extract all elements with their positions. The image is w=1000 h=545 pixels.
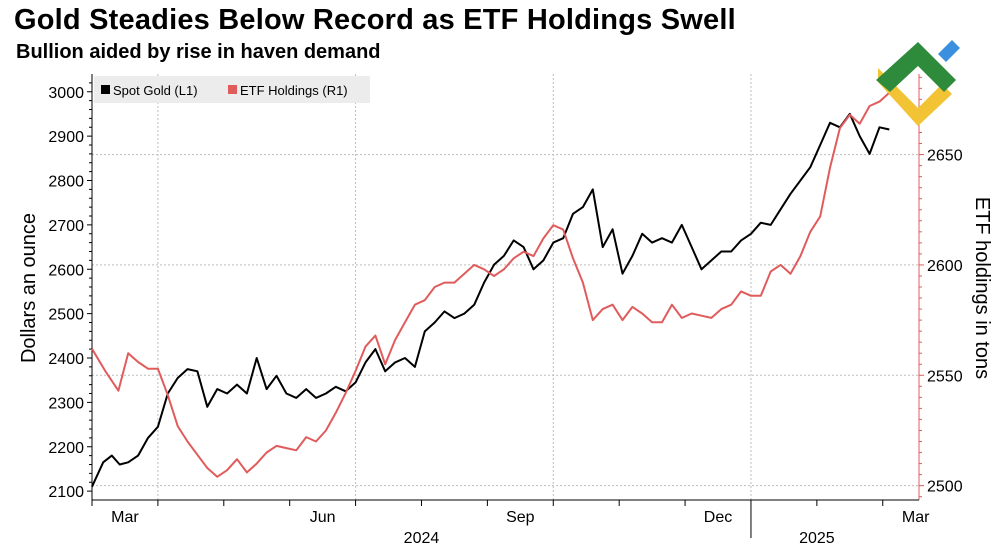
x-axis-month-label: Mar bbox=[902, 509, 930, 526]
x-axis-month-label: Jun bbox=[310, 509, 336, 526]
x-axis-year-label: 2024 bbox=[404, 530, 440, 545]
left-axis-tick-label: 2500 bbox=[48, 307, 84, 324]
x-axis-month-label: Mar bbox=[111, 509, 139, 526]
legend-label-spot-gold: Spot Gold (L1) bbox=[113, 83, 198, 98]
left-axis-tick-label: 2100 bbox=[48, 484, 84, 501]
x-axis-month-label: Dec bbox=[704, 509, 732, 526]
axes bbox=[91, 74, 920, 501]
gridlines bbox=[92, 74, 919, 500]
legend-swatch-spot-gold bbox=[101, 85, 110, 94]
x-axis-month-label: Sep bbox=[506, 509, 535, 526]
right-axis-tick-label: 2650 bbox=[927, 148, 963, 165]
brand-logo-icon bbox=[876, 40, 960, 126]
left-axis-tick-label: 2700 bbox=[48, 218, 84, 235]
chart-title: Gold Steadies Below Record as ETF Holdin… bbox=[14, 4, 736, 36]
legend-swatch-etf-holdings bbox=[228, 85, 237, 94]
right-axis-tick-label: 2550 bbox=[927, 368, 963, 385]
left-axis-tick-label: 2900 bbox=[48, 129, 84, 146]
series-lines bbox=[91, 92, 890, 488]
left-axis-tick-label: 3000 bbox=[48, 85, 84, 102]
left-axis-tick-label: 2400 bbox=[48, 351, 84, 368]
x-axis-year-label: 2025 bbox=[799, 530, 835, 545]
left-axis-tick-label: 2300 bbox=[48, 395, 84, 412]
left-axis-tick-label: 2600 bbox=[48, 262, 84, 279]
tick-labels: 2100 2200 2300 2400 2500 2600 2700 2800 2900 3000… bbox=[48, 76, 963, 545]
left-axis-tick-label: 2200 bbox=[48, 440, 84, 457]
legend-label-etf-holdings: ETF Holdings (R1) bbox=[240, 83, 348, 98]
right-axis-tick-label: 2500 bbox=[927, 479, 963, 496]
chart-subtitle: Bullion aided by rise in haven demand bbox=[16, 41, 381, 63]
right-axis-title: ETF holdings in tons bbox=[971, 197, 993, 379]
spot-gold-line bbox=[91, 112, 890, 488]
legend: Spot Gold (L1) ETF Holdings (R1) bbox=[94, 76, 370, 103]
left-axis-title: Dollars an ounce bbox=[18, 213, 40, 363]
etf-holdings-line bbox=[91, 92, 890, 478]
right-axis-tick-label: 2600 bbox=[927, 258, 963, 275]
left-axis-tick-label: 2800 bbox=[48, 174, 84, 191]
